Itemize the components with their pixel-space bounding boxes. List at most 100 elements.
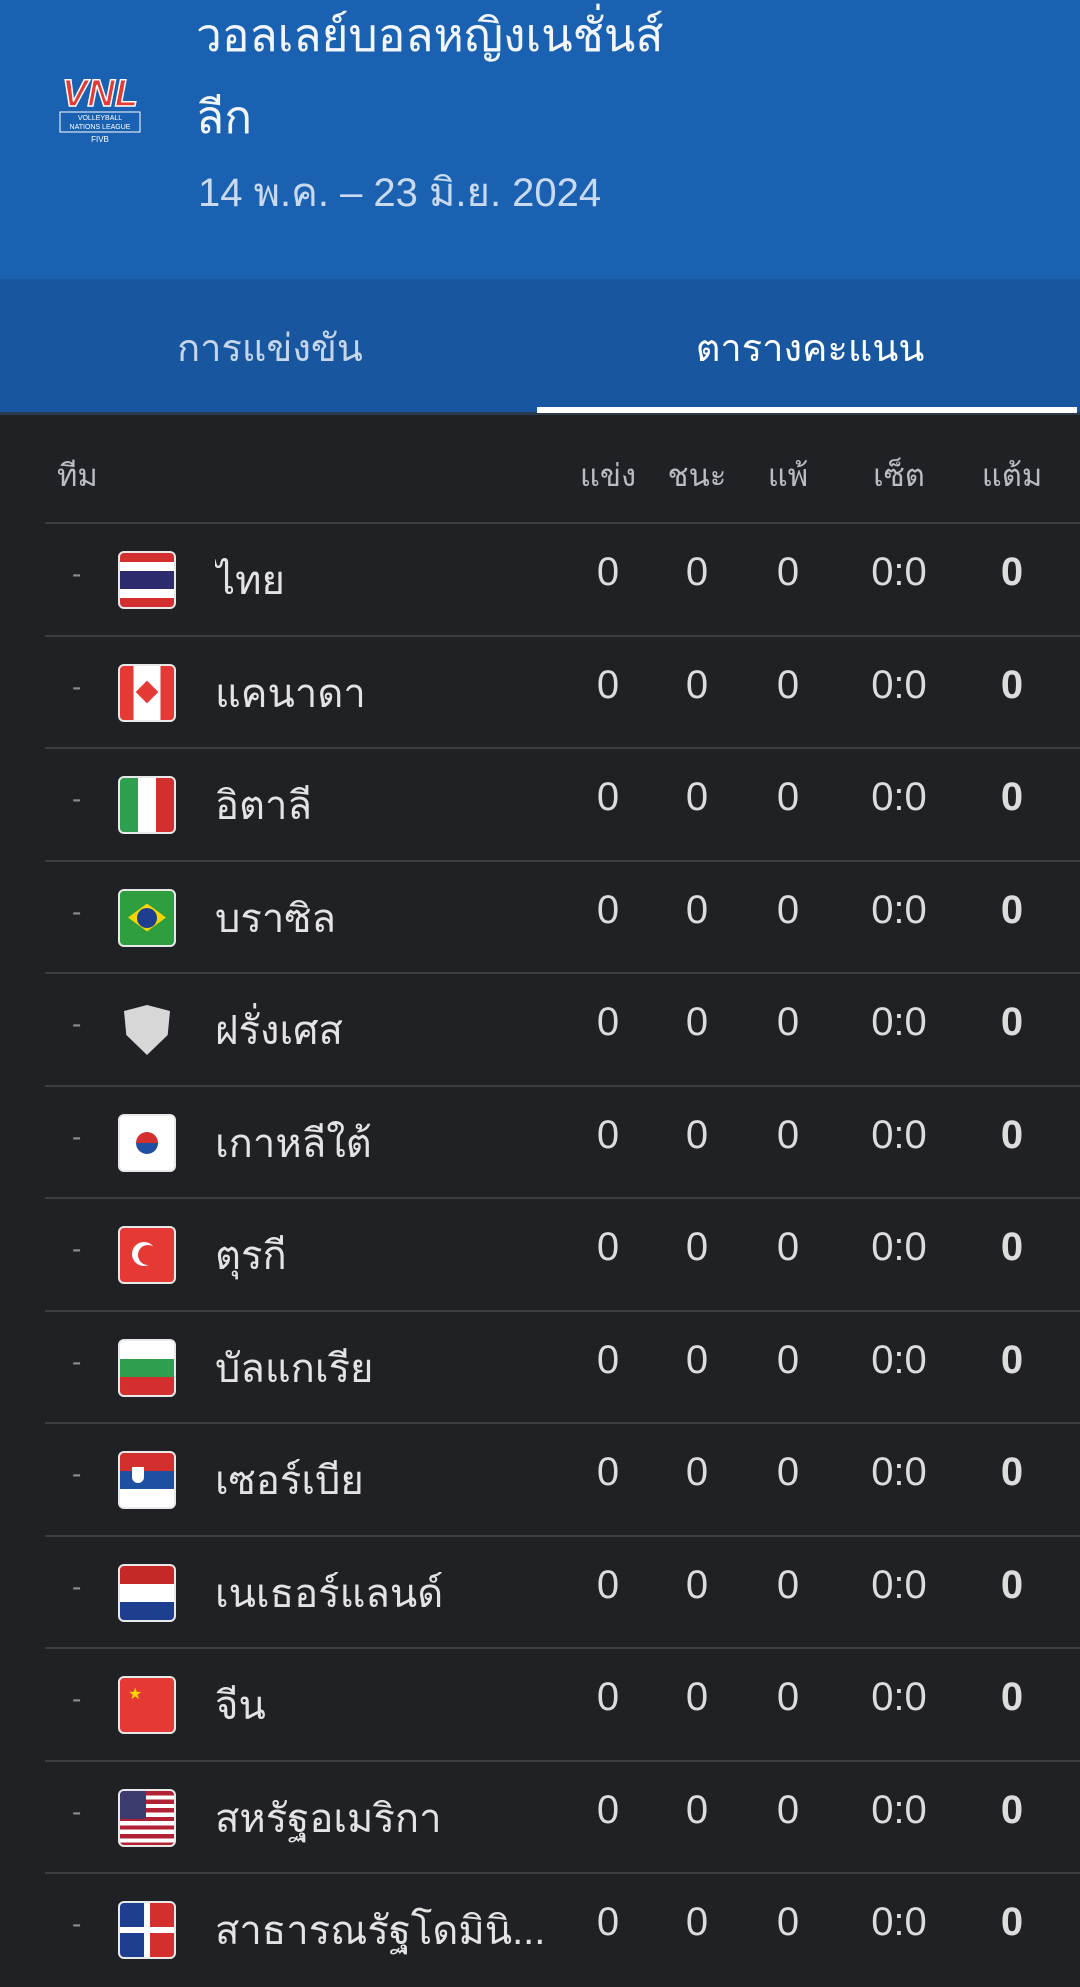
row-divider — [45, 747, 1080, 749]
played-value: 0 — [596, 1675, 620, 1719]
table-row[interactable]: - ตุรกี 0 0 0 0:0 0 — [0, 1199, 1080, 1312]
lost-value: 0 — [776, 1787, 800, 1832]
row-divider — [45, 859, 1080, 862]
played-value: 0 — [596, 1225, 620, 1269]
sets-value: 0:0 — [871, 1337, 927, 1382]
flag-serbia-icon — [118, 1451, 176, 1509]
row-divider — [45, 1309, 1080, 1312]
team-name: ฝรั่งเศส — [215, 1009, 343, 1053]
table-row[interactable]: - สหรัฐอเมริกา 0 0 0 0:0 0 — [0, 1762, 1080, 1875]
sets-value: 0:0 — [871, 1225, 927, 1269]
team-name: สหรัฐอเมริกา — [215, 1796, 442, 1841]
table-row[interactable]: - ★ จีน 0 0 0 0:0 0 — [0, 1649, 1080, 1762]
sets-value: 0:0 — [871, 1675, 927, 1719]
table-row[interactable]: - ฝรั่งเศส 0 0 0 0:0 0 — [0, 974, 1080, 1087]
sets-value: 0:0 — [871, 1112, 927, 1157]
col-lost: แพ้ — [767, 458, 809, 493]
flag-bulgaria-icon — [118, 1338, 176, 1397]
rank: - — [72, 1795, 82, 1827]
row-divider — [45, 1422, 1080, 1424]
flag-italy-icon — [118, 776, 176, 834]
col-won: ชนะ — [667, 458, 727, 493]
won-value: 0 — [685, 1450, 709, 1494]
team-name: สาธารณรัฐโดมินิ... — [215, 1909, 546, 1953]
row-divider — [45, 1759, 1080, 1762]
row-divider — [45, 1084, 1080, 1087]
won-value: 0 — [685, 1000, 709, 1044]
team-name: จีน — [215, 1684, 266, 1728]
points-value: 0 — [1000, 1675, 1024, 1719]
flag-thailand-icon — [118, 551, 176, 609]
sets-value: 0:0 — [871, 887, 927, 932]
team-name: บัลแกเรีย — [215, 1346, 374, 1391]
sets-value: 0:0 — [871, 1900, 927, 1944]
points-value: 0 — [1000, 775, 1024, 819]
row-divider — [45, 1872, 1080, 1874]
played-value: 0 — [596, 1562, 620, 1607]
rank: - — [72, 1570, 82, 1602]
won-value: 0 — [685, 1675, 709, 1719]
won-value: 0 — [685, 1112, 709, 1157]
svg-text:NATIONS LEAGUE: NATIONS LEAGUE — [70, 124, 131, 131]
played-value: 0 — [596, 1000, 620, 1044]
played-value: 0 — [596, 662, 620, 707]
points-value: 0 — [1000, 1562, 1024, 1607]
col-played: แข่ง — [579, 458, 637, 493]
rank: - — [72, 1008, 82, 1039]
won-value: 0 — [685, 1337, 709, 1382]
points-value: 0 — [1000, 1450, 1024, 1494]
table-row[interactable]: - แคนาดา 0 0 0 0:0 0 — [0, 637, 1080, 750]
lost-value: 0 — [776, 1675, 800, 1719]
points-value: 0 — [1000, 662, 1024, 707]
won-value: 0 — [685, 1562, 709, 1607]
table-row[interactable]: - เซอร์เบีย 0 0 0 0:0 0 — [0, 1424, 1080, 1537]
won-value: 0 — [685, 1787, 709, 1832]
table-row[interactable]: - ไทย 0 0 0 0:0 0 — [0, 524, 1080, 637]
team-name: เซอร์เบีย — [215, 1459, 364, 1503]
table-row[interactable]: - บราซิล 0 0 0 0:0 0 — [0, 862, 1080, 975]
tab-bar: การแข่งขัน ตารางคะแนน — [0, 279, 1080, 415]
played-value: 0 — [596, 887, 620, 932]
rank: - — [72, 895, 82, 927]
rank: - — [72, 670, 82, 702]
table-row[interactable]: - เนเธอร์แลนด์ 0 0 0 0:0 0 — [0, 1537, 1080, 1650]
played-value: 0 — [596, 1900, 620, 1944]
col-sets: เซ็ต — [873, 458, 925, 493]
table-header: ทีม แข่ง ชนะ แพ้ เซ็ต แต้ม — [0, 450, 1080, 504]
flag-usa-icon — [118, 1788, 176, 1847]
played-value: 0 — [596, 775, 620, 819]
row-divider — [45, 1534, 1080, 1537]
won-value: 0 — [685, 887, 709, 932]
svg-text:VOLLEYBALL: VOLLEYBALL — [78, 115, 122, 122]
points-value: 0 — [1000, 1112, 1024, 1157]
tab-matches[interactable]: การแข่งขัน — [177, 327, 363, 370]
sets-value: 0:0 — [871, 1000, 927, 1044]
rank: - — [72, 1233, 82, 1264]
played-value: 0 — [596, 550, 620, 594]
svg-text:VNL: VNL — [62, 73, 138, 115]
played-value: 0 — [596, 1787, 620, 1832]
sets-value: 0:0 — [871, 1787, 927, 1832]
flag-netherlands-icon — [118, 1563, 176, 1622]
sets-value: 0:0 — [871, 775, 927, 819]
team-name: ตุรกี — [215, 1234, 287, 1278]
rank: - — [72, 1458, 82, 1489]
table-row[interactable]: - สาธารณรัฐโดมินิ... 0 0 0 0:0 0 — [0, 1874, 1080, 1987]
points-value: 0 — [1000, 1337, 1024, 1382]
table-row[interactable]: - เกาหลีใต้ 0 0 0 0:0 0 — [0, 1087, 1080, 1200]
lost-value: 0 — [776, 550, 800, 594]
lost-value: 0 — [776, 1000, 800, 1044]
tab-standings[interactable]: ตารางคะแนน — [695, 327, 925, 370]
table-row[interactable]: - บัลแกเรีย 0 0 0 0:0 0 — [0, 1312, 1080, 1425]
rank: - — [72, 1908, 82, 1939]
points-value: 0 — [1000, 1225, 1024, 1269]
points-value: 0 — [1000, 550, 1024, 594]
row-divider — [45, 1647, 1080, 1649]
lost-value: 0 — [776, 775, 800, 819]
lost-value: 0 — [776, 1450, 800, 1494]
rank: - — [72, 1683, 82, 1714]
table-row[interactable]: - อิตาลี 0 0 0 0:0 0 — [0, 749, 1080, 862]
rank: - — [72, 558, 82, 589]
lost-value: 0 — [776, 1337, 800, 1382]
sets-value: 0:0 — [871, 1450, 927, 1494]
